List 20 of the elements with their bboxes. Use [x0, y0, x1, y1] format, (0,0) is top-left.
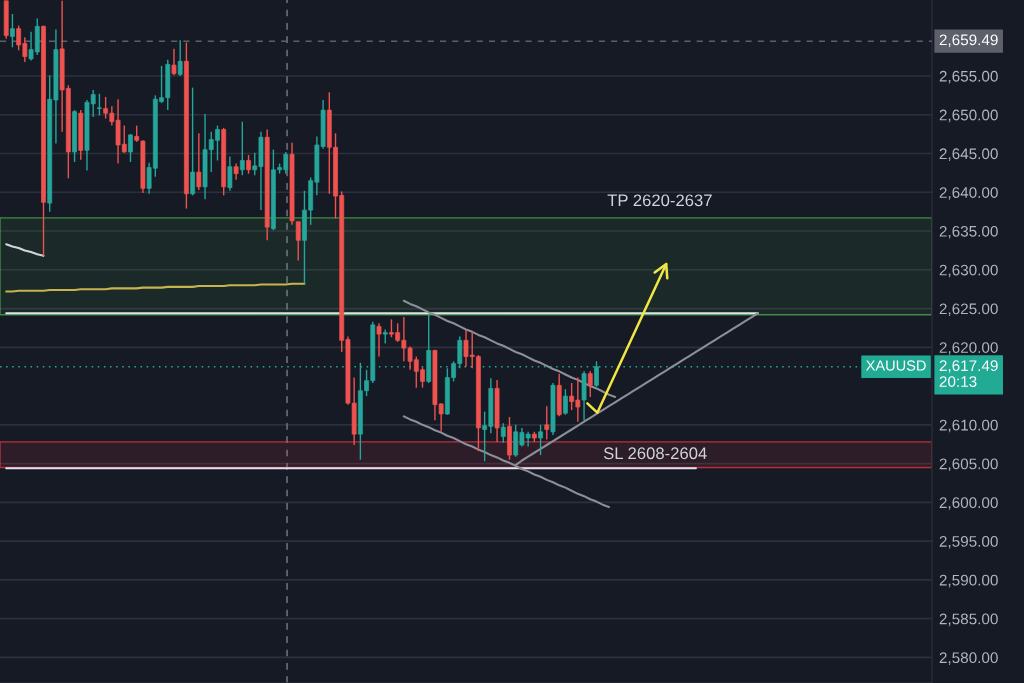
annotation: XAUUSD	[865, 360, 926, 371]
y-tick-label: 2,610.00	[939, 419, 998, 433]
y-tick-label: 2,605.00	[939, 458, 998, 472]
ref-line-label: 2,659.49	[939, 34, 998, 48]
y-tick-label: 2,655.00	[939, 70, 998, 84]
ref-line-label: 2,617.49 20:13	[939, 360, 998, 387]
y-tick-label: 2,625.00	[939, 303, 998, 317]
y-tick-label: 2,630.00	[939, 264, 998, 278]
y-tick-label: 2,650.00	[939, 109, 998, 123]
y-tick-label: 2,640.00	[939, 187, 998, 200]
band-label: TP 2620-2637	[607, 194, 712, 207]
y-tick-label: 2,590.00	[939, 574, 998, 588]
y-tick-label: 2,580.00	[939, 652, 998, 665]
y-tick-label: 2,620.00	[939, 342, 998, 355]
y-tick-label: 2,585.00	[939, 613, 998, 627]
y-tick-label: 2,595.00	[939, 536, 998, 549]
band-label: SL 2608-2604	[603, 447, 707, 460]
y-tick-label: 2,635.00	[939, 225, 998, 239]
y-tick-label: 2,600.00	[939, 497, 998, 510]
y-tick-label: 2,645.00	[939, 148, 998, 161]
